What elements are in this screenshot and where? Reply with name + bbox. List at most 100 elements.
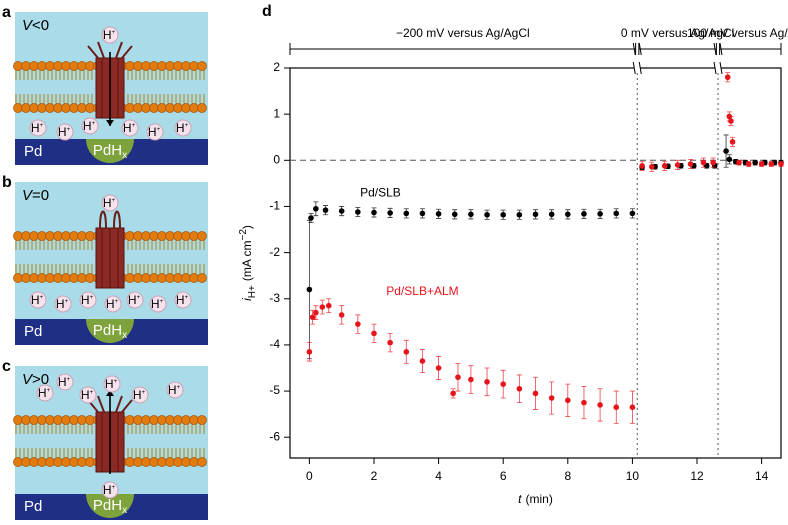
data-point bbox=[613, 404, 620, 411]
data-point bbox=[532, 390, 539, 397]
channel-gate bbox=[99, 210, 121, 229]
lipid-tail bbox=[23, 420, 29, 462]
plot-frame bbox=[289, 67, 782, 459]
x-label-symbol: t bbox=[518, 492, 522, 506]
hydride-subscript: x bbox=[122, 330, 127, 341]
hydride-text: PdH bbox=[93, 497, 122, 514]
hydride-text: PdH bbox=[93, 142, 122, 159]
data-point bbox=[306, 286, 313, 293]
hydride-label: PdHx bbox=[93, 322, 127, 341]
y-tick-label: 0 bbox=[273, 152, 280, 166]
lipid-tail bbox=[15, 420, 21, 462]
data-point bbox=[435, 211, 442, 217]
data-point bbox=[565, 397, 571, 404]
lipid-tail bbox=[151, 66, 157, 108]
ion-charge: + bbox=[92, 121, 96, 127]
data-point bbox=[565, 211, 571, 218]
lipid-tail bbox=[87, 66, 93, 108]
data-point bbox=[500, 381, 506, 387]
electrode-label: Pd bbox=[24, 143, 42, 160]
proton-label: H+ bbox=[151, 297, 164, 311]
y-tick-label: -2 bbox=[269, 245, 280, 259]
ion-text: H bbox=[105, 377, 114, 391]
condition-value: >0 bbox=[32, 371, 49, 388]
lipid-tail bbox=[31, 236, 37, 278]
condition-label: V<0 bbox=[22, 17, 49, 34]
segment-label: 0 mV versus Ag/AgCl bbox=[621, 26, 734, 40]
proton-label: H+ bbox=[105, 377, 118, 391]
lipid-tail bbox=[23, 236, 29, 278]
ion-text: H bbox=[83, 119, 92, 133]
ion-text: H bbox=[168, 383, 177, 397]
data-point bbox=[355, 321, 361, 327]
proton bbox=[174, 291, 192, 309]
proton bbox=[101, 194, 119, 212]
proton-label: H+ bbox=[56, 297, 69, 311]
lipid-tail bbox=[167, 66, 173, 108]
proton bbox=[166, 381, 184, 399]
ion-charge: + bbox=[90, 390, 94, 396]
series-label: Pd/SLB+ALM bbox=[386, 284, 458, 298]
lipid-tail bbox=[71, 236, 77, 278]
ion-text: H bbox=[58, 375, 67, 389]
lipid-tail bbox=[31, 420, 37, 462]
proton bbox=[29, 291, 47, 309]
lipid-head bbox=[197, 61, 207, 71]
arrow-head bbox=[106, 120, 114, 126]
data-point bbox=[338, 208, 345, 214]
lipid-tail bbox=[143, 66, 149, 108]
lipid-tail bbox=[183, 66, 189, 108]
data-point bbox=[468, 376, 474, 383]
data-point bbox=[338, 312, 345, 318]
proton-label: H+ bbox=[81, 293, 94, 307]
lipid-tail bbox=[63, 420, 69, 462]
ion-text: H bbox=[81, 388, 90, 402]
condition-value: =0 bbox=[32, 187, 49, 204]
data-point bbox=[516, 385, 523, 392]
segment-bracket bbox=[719, 43, 782, 55]
data-point bbox=[613, 210, 620, 217]
data-point bbox=[322, 207, 329, 213]
lipid-tail bbox=[47, 236, 53, 278]
proton-label: H+ bbox=[81, 388, 94, 402]
axis-break-mark bbox=[713, 61, 723, 75]
data-point bbox=[403, 349, 410, 355]
x-tick-label: 8 bbox=[564, 469, 571, 483]
data-point bbox=[371, 209, 377, 216]
axis-break-mark bbox=[632, 61, 642, 75]
segment-label: −200 mV versus Ag/AgCl bbox=[396, 26, 530, 40]
y-tick-label: -1 bbox=[269, 199, 280, 213]
channel-gate bbox=[87, 41, 133, 59]
lipid-tail bbox=[71, 420, 77, 462]
proton-label: H+ bbox=[58, 375, 71, 389]
data-point bbox=[724, 74, 731, 81]
lipid-tail bbox=[151, 420, 157, 462]
data-point bbox=[723, 148, 729, 154]
proton-label: H+ bbox=[103, 483, 116, 497]
data-point bbox=[700, 159, 707, 166]
ion-charge: + bbox=[112, 30, 116, 36]
panel-letter: d bbox=[262, 3, 272, 20]
ion-text: H bbox=[81, 293, 90, 307]
lipid-tail bbox=[151, 236, 157, 278]
ion-text: H bbox=[128, 293, 137, 307]
data-point bbox=[484, 211, 490, 218]
data-point bbox=[313, 205, 319, 212]
ion-charge: + bbox=[185, 295, 189, 301]
panel-letter: b bbox=[2, 174, 12, 191]
ion-charge: + bbox=[114, 379, 118, 385]
data-point bbox=[387, 339, 393, 346]
lipid-tail bbox=[191, 236, 197, 278]
y-label-close: ) bbox=[240, 225, 254, 229]
lipid-tail bbox=[15, 66, 21, 108]
y-tick-label: 1 bbox=[273, 106, 280, 120]
channel-gate bbox=[87, 395, 133, 413]
ion-text: H bbox=[106, 297, 115, 311]
data-point bbox=[308, 215, 314, 221]
data-point bbox=[629, 210, 636, 217]
x-tick-label: 4 bbox=[435, 469, 442, 483]
ion-charge: + bbox=[115, 299, 119, 305]
data-point bbox=[309, 314, 316, 321]
